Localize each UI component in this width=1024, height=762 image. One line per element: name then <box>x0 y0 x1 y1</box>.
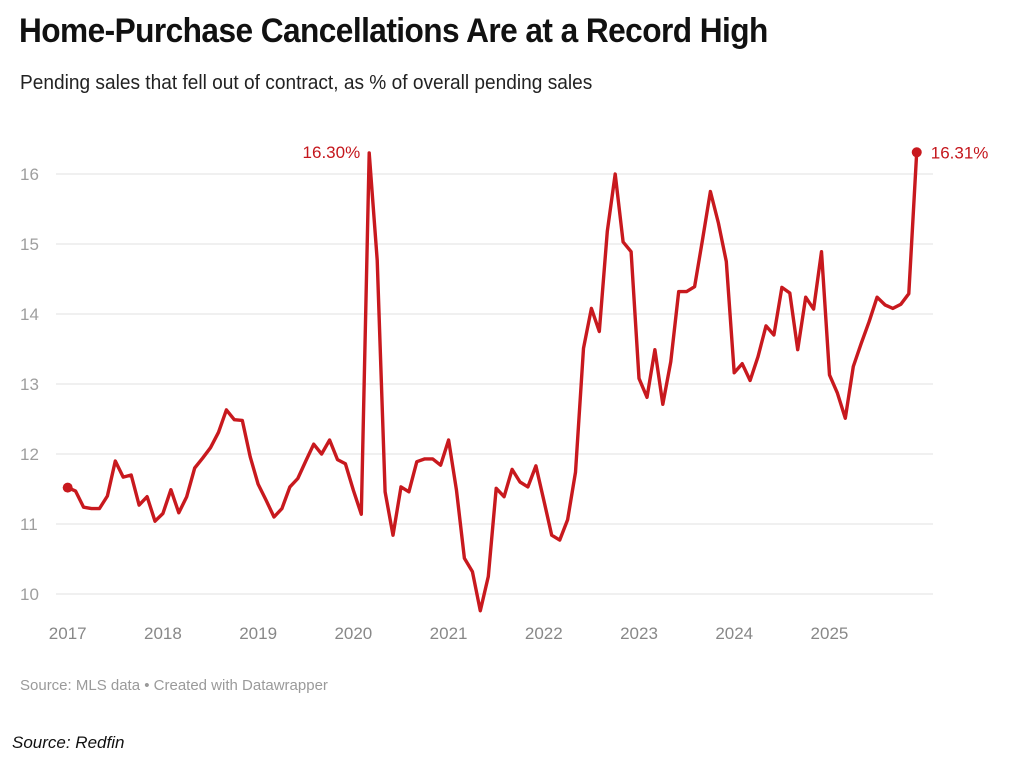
x-tick-label: 2025 <box>811 624 849 643</box>
gridlines <box>56 173 933 595</box>
y-tick-label: 12 <box>20 445 39 464</box>
x-tick-label: 2023 <box>620 624 658 643</box>
x-tick-label: 2020 <box>334 624 372 643</box>
x-tick-label: 2022 <box>525 624 563 643</box>
y-tick-label: 14 <box>20 305 39 324</box>
x-axis-ticks: 2017 2018 2019 2020 2021 2022 2023 2024 2025 <box>49 624 849 643</box>
series-layer <box>65 150 919 613</box>
y-tick-label: 15 <box>20 235 39 254</box>
annotations: 16.30% 16.31% <box>303 143 989 162</box>
x-tick-label: 2019 <box>239 624 277 643</box>
value-annotation: 16.31% <box>931 143 989 162</box>
series-line <box>65 150 919 613</box>
chart-title: Home-Purchase Cancellations Are at a Rec… <box>19 12 768 50</box>
endpoint-marker <box>911 147 922 158</box>
x-tick-label: 2017 <box>49 624 87 643</box>
endpoint-marker <box>62 482 73 493</box>
y-tick-label: 13 <box>20 375 39 394</box>
x-tick-label: 2021 <box>430 624 468 643</box>
source-credit: Source: Redfin <box>12 733 125 752</box>
source-note: Source: MLS data • Created with Datawrap… <box>20 677 328 694</box>
x-tick-label: 2024 <box>715 624 753 643</box>
x-tick-label: 2018 <box>144 624 182 643</box>
y-tick-label: 10 <box>20 585 39 604</box>
y-tick-label: 11 <box>20 515 38 534</box>
y-axis-ticks: 10 11 12 13 14 15 16 <box>20 165 39 604</box>
y-tick-label: 16 <box>20 165 39 184</box>
markers <box>62 147 922 493</box>
chart-subtitle: Pending sales that fell out of contract,… <box>20 72 593 94</box>
value-annotation: 16.30% <box>303 143 361 162</box>
